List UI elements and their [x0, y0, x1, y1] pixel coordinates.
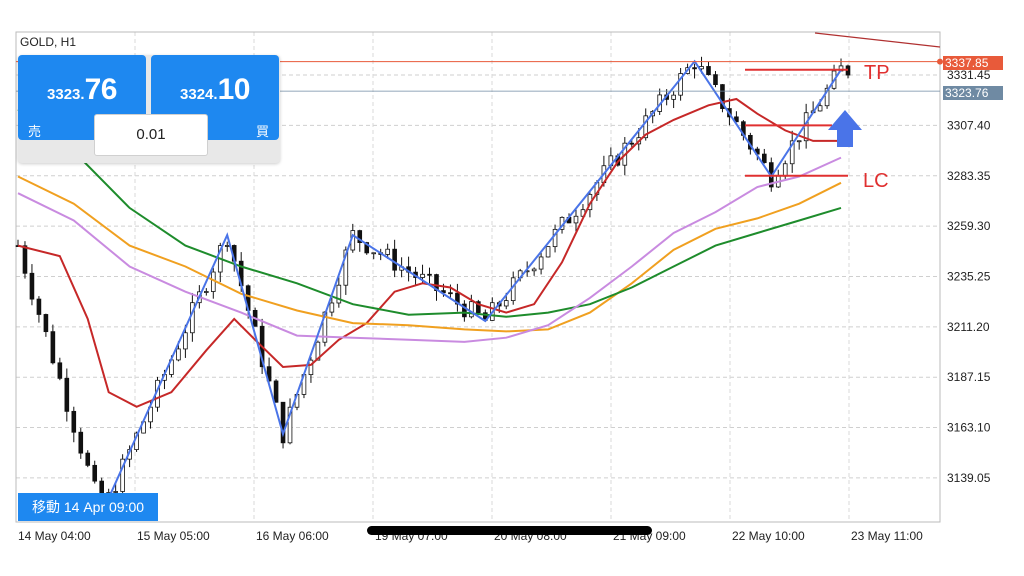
candle-body — [85, 452, 91, 466]
candle-body — [434, 274, 439, 291]
candle-body — [120, 458, 125, 492]
candle-body — [22, 245, 28, 274]
candle-body — [50, 331, 56, 364]
ma-green-line — [17, 108, 842, 318]
y-tick-label: 3187.15 — [947, 370, 991, 384]
candle-body — [308, 359, 314, 376]
candle-body — [204, 291, 209, 293]
buy-price: 3324.10 — [151, 73, 279, 107]
current-price-tag: 3323.76 — [943, 86, 1003, 100]
candle-body — [71, 410, 77, 433]
candle-body — [357, 230, 363, 243]
y-tick-label: 3235.25 — [947, 269, 991, 283]
candle-body — [427, 273, 432, 276]
candle-body — [706, 66, 711, 76]
x-tick-label: 16 May 06:00 — [256, 529, 329, 543]
y-tick-label: 3163.10 — [947, 421, 991, 435]
candle-body — [113, 491, 118, 493]
y-tick-label: 3139.05 — [947, 471, 991, 485]
candle-body — [671, 94, 676, 100]
lot-size-input[interactable]: 0.01 — [94, 114, 208, 156]
candle-body — [643, 115, 649, 139]
sell-price-prefix: 3323. — [47, 86, 85, 103]
trade-panel: 3323.76 売 3324.10 買 0.01 — [18, 55, 280, 163]
x-tick-label: 22 May 10:00 — [732, 529, 805, 543]
sell-price-big: 76 — [84, 73, 118, 106]
candle-body — [789, 140, 795, 165]
x-tick-label: 23 May 11:00 — [851, 529, 923, 543]
candle-body — [469, 301, 474, 318]
buy-button[interactable]: 3324.10 買 — [151, 55, 279, 140]
candle-body — [462, 303, 467, 318]
candle-body — [629, 142, 635, 145]
candle-body — [762, 153, 767, 164]
ma-purple-line — [17, 156, 842, 343]
chart-frame — [15, 31, 941, 523]
zigzag-line — [100, 59, 842, 515]
candle-body — [734, 116, 739, 123]
candle-body — [280, 401, 286, 444]
candle-body — [692, 67, 697, 70]
move-to-date-label[interactable]: 移動 14 Apr 09:00 — [18, 493, 158, 521]
candle-body — [720, 84, 725, 109]
candle-body — [817, 105, 823, 112]
candle-body — [796, 140, 802, 143]
candle-body — [545, 246, 551, 258]
y-tick-label: 3283.35 — [947, 169, 991, 183]
tp-annotation: TP — [864, 62, 890, 84]
candle-body — [782, 163, 788, 177]
candle-body — [183, 332, 188, 350]
x-tick-label: 14 May 04:00 — [18, 529, 91, 543]
candle-body — [176, 348, 181, 361]
sell-price: 3323.76 — [18, 73, 146, 107]
y-tick-label: 3211.20 — [947, 320, 990, 334]
candle-body — [273, 380, 279, 403]
buy-price-big: 10 — [217, 73, 251, 106]
candle-body — [78, 431, 84, 454]
top-price-marker — [937, 58, 943, 65]
buy-label: 買 — [255, 124, 269, 139]
candle-body — [476, 301, 481, 314]
symbol-label: GOLD, H1 — [20, 35, 77, 49]
top-price-tag: 3337.85 — [943, 56, 1003, 70]
candle-body — [224, 245, 230, 247]
candle-body — [573, 215, 579, 224]
ma-orange-line — [17, 175, 842, 333]
candle-body — [448, 292, 453, 295]
candle-body — [29, 272, 35, 300]
candle-body — [315, 341, 321, 361]
candle-body — [92, 464, 98, 482]
up-arrow-icon — [828, 110, 862, 147]
candle-body — [364, 242, 370, 254]
lc-annotation: LC — [863, 170, 889, 192]
ma-red-line — [17, 97, 841, 408]
candle-body — [343, 249, 349, 286]
candle-body — [371, 252, 377, 255]
y-tick-label: 3307.40 — [947, 118, 991, 132]
candle-body — [392, 248, 397, 271]
sell-label: 売 — [28, 124, 42, 139]
y-tick-label: 3331.45 — [947, 68, 991, 82]
candle-body — [43, 314, 49, 333]
candle-body — [420, 273, 425, 278]
buy-price-prefix: 3324. — [180, 86, 218, 103]
candle-body — [824, 87, 830, 107]
candle-body — [503, 300, 509, 307]
candle-body — [329, 302, 335, 313]
candle-body — [531, 268, 537, 272]
candle-body — [64, 377, 70, 412]
candle-body — [287, 406, 293, 444]
x-tick-label: 15 May 05:00 — [137, 529, 210, 543]
candle-body — [713, 74, 718, 85]
trend-line — [814, 32, 941, 48]
candle-body — [678, 73, 683, 96]
candle-body — [336, 284, 342, 304]
candle-body — [57, 362, 63, 379]
y-tick-label: 3259.30 — [947, 219, 991, 233]
candle-body — [385, 248, 390, 255]
chart-scrollbar[interactable] — [367, 526, 652, 535]
candle-body — [36, 298, 42, 315]
candle-body — [538, 256, 544, 270]
